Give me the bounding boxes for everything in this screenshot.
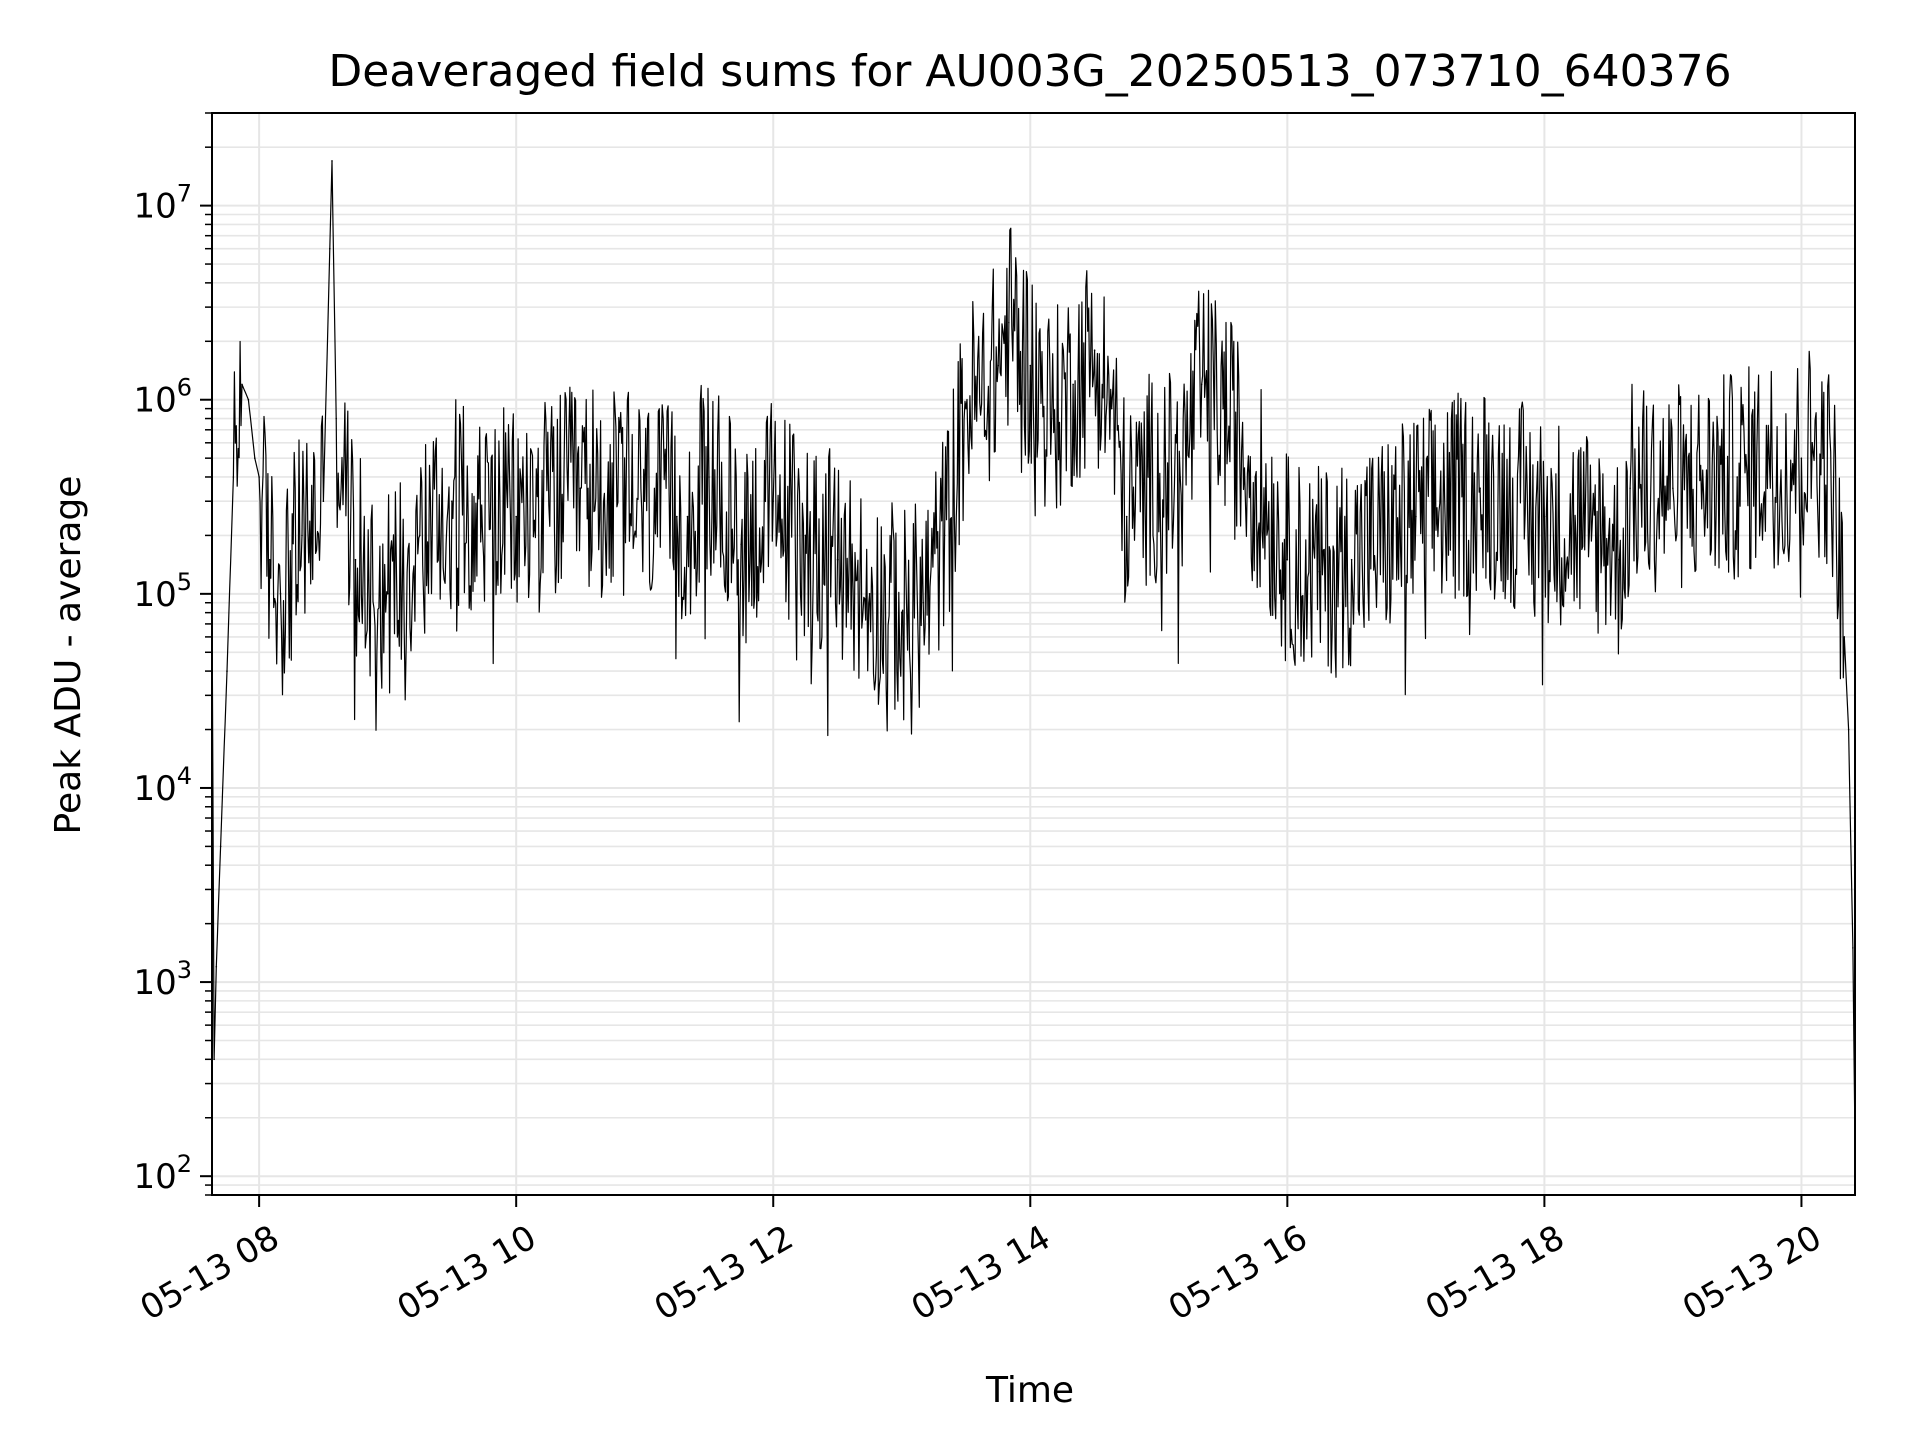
data-point — [279, 593, 282, 595]
data-point — [1811, 442, 1813, 444]
data-point — [804, 534, 807, 537]
data-point — [1736, 476, 1738, 478]
data-point — [997, 364, 999, 367]
data-point — [451, 500, 453, 503]
data-point — [254, 457, 256, 460]
data-point — [1822, 457, 1824, 460]
data-point — [1629, 487, 1631, 490]
data-point — [1843, 636, 1846, 638]
data-point — [1607, 534, 1610, 537]
y-tick-label: 104 — [133, 762, 192, 809]
plot-frame — [211, 112, 1856, 1196]
data-point — [922, 601, 924, 604]
data-point — [1125, 515, 1128, 518]
data-point — [965, 407, 967, 410]
data-point — [354, 558, 357, 561]
data-point — [419, 534, 421, 537]
data-point — [1029, 364, 1032, 367]
data-point — [740, 543, 742, 546]
data-point — [1222, 407, 1224, 410]
data-point — [676, 515, 678, 518]
data-point — [226, 670, 228, 672]
data-point — [232, 476, 235, 478]
data-point — [868, 593, 871, 595]
y-tick-label: 105 — [133, 568, 192, 615]
data-point — [1672, 487, 1674, 490]
data-point — [1768, 457, 1771, 460]
data-point — [708, 476, 710, 478]
data-point — [1543, 515, 1546, 518]
data-point — [301, 534, 303, 537]
data-point — [1847, 728, 1850, 731]
grid — [212, 112, 1855, 1196]
data-point — [215, 965, 218, 968]
data-point — [943, 534, 946, 537]
data-point — [1479, 487, 1481, 490]
data-point — [901, 611, 903, 614]
data-point — [1147, 476, 1149, 478]
data-point — [1618, 558, 1621, 561]
data-point — [515, 515, 517, 518]
data-point — [836, 558, 839, 561]
data-point — [1318, 570, 1321, 573]
y-tick-label: 103 — [133, 956, 192, 1003]
data-point — [1200, 383, 1203, 386]
data-point — [329, 247, 331, 250]
data-point — [1852, 947, 1854, 949]
data-point — [322, 500, 325, 503]
data-point — [686, 515, 689, 518]
y-tick-label: 102 — [133, 1150, 192, 1197]
data-point — [1050, 417, 1053, 420]
x-axis-title: Time — [985, 1370, 1074, 1411]
data-point — [1832, 476, 1835, 478]
data-point — [219, 845, 222, 848]
data-point — [1072, 383, 1074, 386]
y-axis-title: Peak ADU - average — [48, 476, 89, 835]
data-point — [1093, 349, 1096, 352]
series-layer — [211, 160, 1856, 1143]
data-point — [1800, 457, 1803, 460]
data-point — [643, 500, 646, 503]
data-point — [579, 487, 582, 490]
data-point — [772, 500, 774, 503]
data-point — [1415, 515, 1417, 518]
data-point — [1179, 476, 1181, 478]
data-point — [335, 417, 338, 420]
data-point — [213, 1058, 215, 1061]
data-point — [386, 593, 389, 595]
data-point — [1008, 321, 1010, 324]
data-point — [331, 160, 333, 162]
data-point — [269, 558, 271, 561]
y-tick-label: 107 — [133, 180, 192, 227]
y-tick-label: 106 — [133, 374, 192, 421]
data-point — [247, 398, 250, 401]
data-point — [1286, 558, 1289, 561]
data-point — [258, 476, 260, 478]
data-point — [241, 383, 243, 386]
data-point — [1110, 407, 1113, 410]
data-point — [1254, 476, 1256, 478]
data-point — [1350, 558, 1353, 561]
series-line — [211, 160, 1856, 1143]
chart-title: Deaveraged field sums for AU003G_2025051… — [328, 46, 1731, 97]
